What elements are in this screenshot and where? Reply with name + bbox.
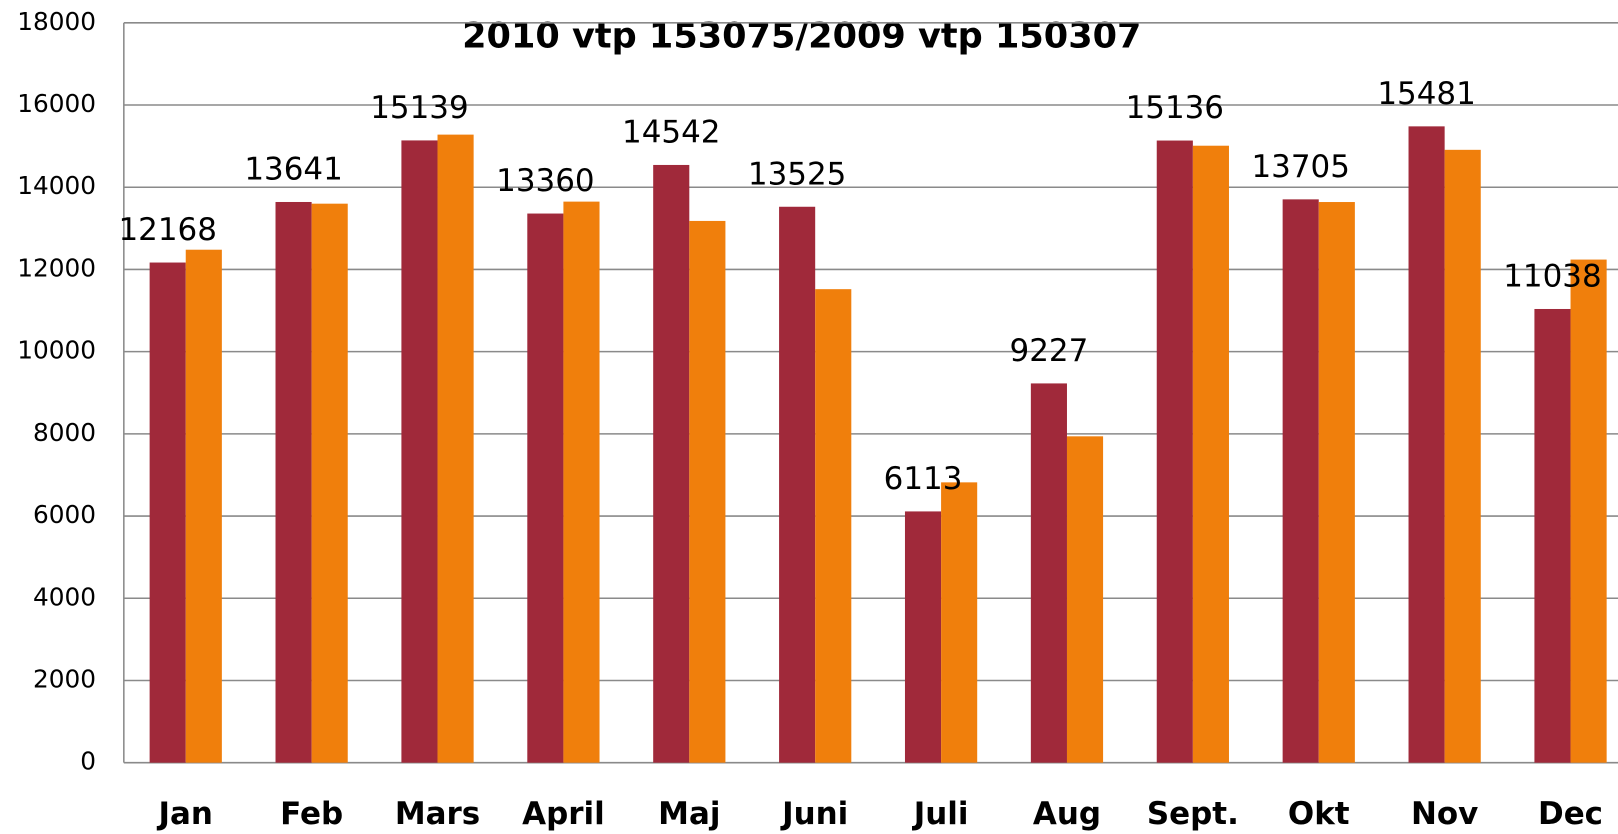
bar [149,262,186,763]
bar [1156,140,1193,763]
bar [1066,436,1104,763]
y-tick-label: 12000 [17,253,96,282]
bar [1282,199,1319,763]
y-tick-label: 14000 [17,171,96,200]
bar [941,482,978,763]
bar [275,201,312,763]
bar [401,140,438,763]
bar [1192,145,1229,763]
data-label: 15139 [370,90,468,126]
bar [815,289,852,763]
data-label: 9227 [1010,333,1089,369]
chart-title: 2010 vtp 153075/2009 vtp 150307 [462,15,1141,56]
data-label: 13705 [1251,149,1349,185]
data-label: 14542 [622,114,720,150]
y-tick-label: 16000 [17,89,96,118]
y-tick-label: 0 [80,747,96,776]
data-label: 11038 [1503,259,1601,295]
bar [1030,383,1067,763]
y-tick-label: 10000 [17,336,96,365]
data-label: 15481 [1377,76,1475,112]
bar [311,203,348,763]
y-tick-label: 18000 [17,7,96,36]
y-tick-label: 4000 [33,582,96,611]
data-label: 15136 [1126,90,1224,126]
data-label: 13641 [244,152,342,188]
y-tick-label: 8000 [33,418,96,447]
bar [904,511,942,763]
x-tick-label: Sept. [1147,796,1239,832]
x-tick-label: Mars [395,796,480,832]
bar [653,164,690,763]
bar [1570,259,1607,763]
y-tick-label: 6000 [33,500,96,529]
data-label: 13360 [496,163,594,199]
y-tick-label: 2000 [33,664,96,693]
x-tick-label: Feb [280,796,343,832]
bar [1534,308,1571,763]
x-tick-label: Dec [1538,796,1603,832]
x-tick-label: Juli [912,796,969,832]
data-label: 13525 [748,156,846,192]
bar [563,201,600,763]
data-label: 12168 [118,212,216,248]
bar [1408,126,1445,763]
data-label: 6113 [884,461,963,497]
x-tick-label: Juni [780,796,848,832]
bar [1318,202,1355,763]
bar [1444,149,1481,763]
x-tick-label: Maj [658,796,720,832]
bar [779,206,816,763]
x-tick-label: Jan [157,796,213,832]
x-tick-label: Aug [1033,796,1101,832]
x-tick-label: Okt [1288,796,1350,832]
x-tick-label: Nov [1411,796,1478,832]
bar [437,134,474,763]
bar [527,213,564,763]
bar [185,249,222,763]
x-tick-label: April [522,796,605,832]
bar [689,220,726,763]
